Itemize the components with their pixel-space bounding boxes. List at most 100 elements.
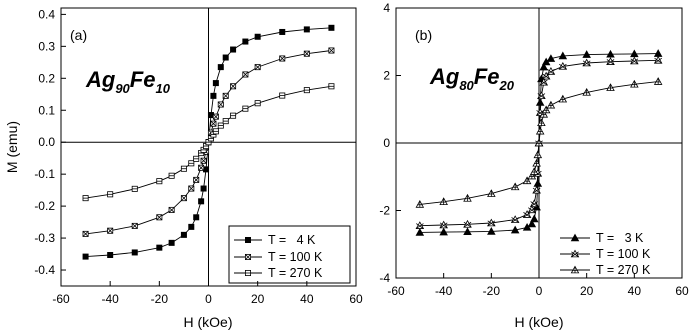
x-tick-label-a-4: 20 [251, 292, 265, 306]
data-point-b-2-19 [630, 79, 639, 88]
data-point-a-2-22 [328, 83, 335, 90]
data-point-b-0-3 [487, 227, 496, 235]
data-point-b-1-12 [537, 91, 546, 100]
data-point-b-1-6 [527, 205, 537, 214]
legend-item-a-0: T = 4 K [234, 233, 316, 247]
data-point-a-1-13 [210, 120, 217, 127]
y-tick-label-b-4: 4 [383, 1, 390, 15]
data-point-a-0-16 [222, 54, 229, 61]
legend-label-b-1: T = 100 K [596, 247, 651, 261]
data-point-a-1-15 [217, 101, 224, 108]
data-point-a-0-4 [168, 239, 175, 246]
x-tick-label-a-6: 60 [349, 292, 363, 306]
data-point-a-1-8 [198, 164, 205, 171]
data-point-a-0-6 [188, 223, 195, 230]
legend-label-a-1: T = 100 K [268, 250, 323, 264]
data-point-a-2-4 [168, 172, 175, 179]
data-point-a-2-21 [303, 87, 310, 94]
data-point-a-1-3 [156, 214, 163, 221]
data-point-b-0-0 [415, 228, 425, 236]
data-point-b-2-8 [532, 158, 541, 167]
data-point-a-0-22 [328, 24, 335, 31]
legend-glyph-a-0 [244, 236, 251, 243]
legend-a: T = 4 K T = 100 K T = 270 K [228, 225, 351, 284]
data-point-a-2-14 [212, 128, 219, 135]
data-point-a-0-14 [212, 80, 219, 87]
legend-label-a-0: T = 4 K [268, 233, 316, 247]
series-group-a [82, 24, 335, 260]
legend-item-b-1: T = 100 K [560, 247, 651, 261]
data-point-a-2-18 [242, 105, 249, 112]
data-point-b-1-4 [510, 215, 520, 223]
x-tick-label-b-1: -40 [435, 284, 453, 298]
legend-glyph-b-1 [570, 249, 580, 258]
panel-label-b: (b) [415, 27, 432, 43]
data-point-b-2-3 [487, 189, 496, 197]
legend-marker-b-1 [570, 249, 580, 258]
data-point-b-2-2 [463, 193, 472, 202]
data-point-b-0-6 [527, 219, 537, 228]
composition-label-b: Ag80Fe20 [429, 64, 515, 93]
data-point-a-1-6 [188, 185, 195, 192]
series-b-2 [415, 77, 663, 208]
data-point-a-1-9 [200, 157, 207, 164]
data-point-b-0-16 [558, 51, 568, 60]
legend-item-b-0: T = 3 K [560, 231, 644, 245]
y-tick-label-a-7: 0.3 [38, 39, 55, 53]
data-point-b-0-13 [539, 62, 549, 71]
x-tick-label-b-5: 40 [628, 284, 642, 298]
data-point-b-0-1 [439, 227, 448, 236]
data-point-a-1-4 [168, 206, 175, 213]
legend-label-b-0: T = 3 K [596, 231, 644, 245]
data-point-a-1-18 [242, 71, 249, 78]
data-point-b-1-2 [463, 219, 472, 228]
axis-ticks-a: -60 -40 -20 0 20 40 60 -0.4 -0.3 -0.2 -0.1 0.0 0.1 0.… [34, 7, 363, 306]
y-tick-label-b-1: -2 [379, 204, 390, 218]
data-point-b-1-17 [582, 58, 591, 67]
data-point-a-0-5 [180, 231, 187, 238]
data-point-b-2-16 [558, 94, 568, 103]
data-point-a-1-14 [212, 113, 219, 120]
data-point-a-0-7 [193, 214, 200, 221]
y-tick-label-b-3: 2 [383, 69, 390, 83]
data-point-a-0-10 [203, 166, 210, 173]
data-point-b-2-15 [546, 100, 556, 109]
data-point-a-2-6 [188, 160, 195, 167]
x-tick-label-b-4: 20 [580, 284, 594, 298]
data-point-a-1-21 [303, 50, 310, 57]
data-point-b-0-11 [535, 98, 545, 106]
y-tick-label-a-1: -0.3 [34, 231, 55, 245]
data-point-b-1-1 [439, 220, 448, 229]
legend-glyph-a-2 [244, 269, 251, 276]
data-point-b-1-3 [487, 218, 496, 227]
y-tick-label-b-0: -4 [379, 271, 390, 285]
data-point-a-1-7 [193, 176, 200, 183]
data-point-a-1-1 [107, 227, 114, 234]
series-a-2 [82, 83, 335, 202]
data-point-b-0-9 [533, 179, 543, 187]
legend-item-a-1: T = 100 K [234, 250, 323, 264]
x-axis-title-a: H (kOe) [184, 314, 233, 330]
legend-b: T = 3 K T = 100 K T = 270 K [560, 231, 651, 277]
data-point-a-2-20 [279, 92, 286, 99]
data-point-b-2-0 [415, 200, 425, 208]
data-point-b-1-5 [522, 210, 532, 218]
legend-glyph-a-1 [244, 253, 251, 260]
data-point-b-0-18 [606, 49, 615, 58]
y-tick-label-a-0: -0.4 [34, 263, 55, 277]
data-point-b-1-14 [541, 71, 551, 80]
legend-marker-b-0 [570, 233, 580, 242]
data-point-b-2-4 [510, 182, 520, 191]
legend-marker-a-2 [244, 269, 251, 276]
data-point-b-2-17 [582, 87, 591, 96]
data-point-a-1-2 [131, 222, 138, 229]
y-tick-label-a-8: 0.4 [38, 7, 55, 21]
data-point-b-1-18 [606, 57, 615, 65]
data-point-a-2-5 [180, 165, 187, 172]
data-point-a-0-20 [279, 28, 286, 35]
data-point-a-1-19 [254, 64, 261, 71]
data-point-a-1-0 [82, 230, 89, 237]
data-point-a-0-13 [210, 92, 217, 99]
